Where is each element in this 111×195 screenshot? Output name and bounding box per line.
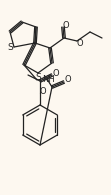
Text: O: O [65, 75, 71, 84]
Text: O: O [77, 38, 83, 48]
Text: S: S [7, 43, 13, 51]
Text: O: O [53, 69, 59, 79]
Text: NH: NH [42, 74, 55, 83]
Text: O: O [40, 88, 46, 97]
Text: O: O [63, 21, 69, 30]
Text: S: S [35, 74, 41, 82]
